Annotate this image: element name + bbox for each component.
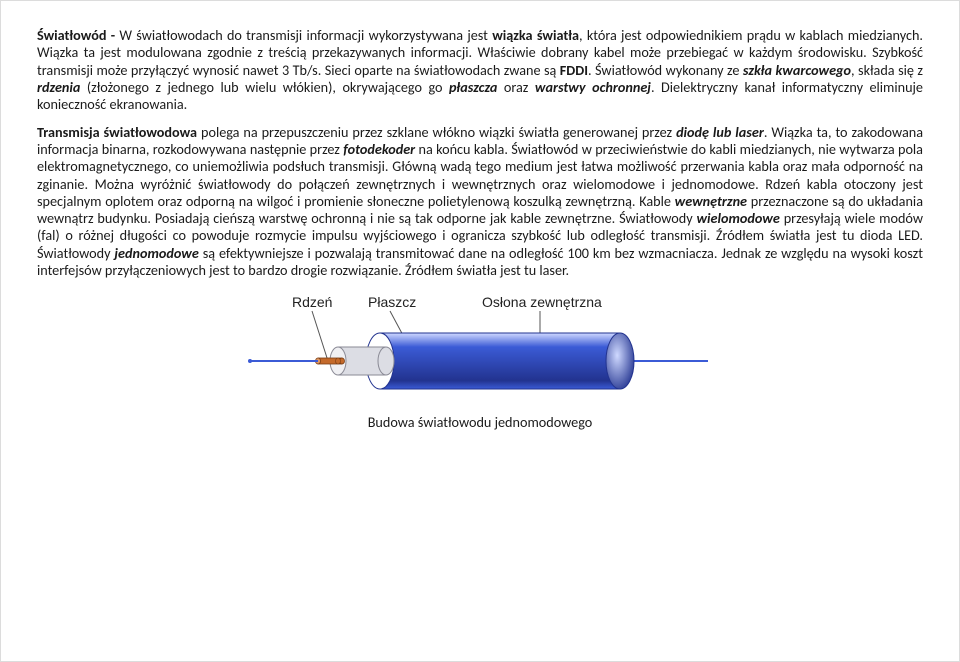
- fiber-diagram: Rdzeń Płaszcz Osłona zewnętrzna: [240, 289, 720, 409]
- jacket-body: [380, 333, 620, 389]
- figure-caption: Budowa światłowodu jednomodowego: [368, 413, 593, 431]
- label-cladding: Płaszcz: [368, 294, 416, 310]
- run: , składa się z: [851, 61, 923, 79]
- run: (złożonego z jednego lub wielu włókien),…: [80, 78, 449, 96]
- paragraph-1: Światłowód - W światłowodach do transmis…: [37, 27, 923, 114]
- core-in-cladding: [336, 358, 341, 364]
- label-jacket: Osłona zewnętrzna: [482, 294, 602, 310]
- paragraph-2: Transmisja światłowodowa polega na przep…: [37, 124, 923, 280]
- run: W światłowodach do transmisji informacji…: [119, 26, 492, 44]
- term-fddi: FDDI: [560, 61, 588, 79]
- term-rdzen: rdzenia: [37, 78, 80, 96]
- term-warstwa-ochronna: warstwy ochronnej: [535, 78, 651, 96]
- body-text: Światłowód - W światłowodach do transmis…: [37, 27, 923, 279]
- run: . Światłowód wykonany ze: [588, 61, 743, 79]
- cladding-cap-right: [378, 347, 394, 375]
- term-szklo-kwarcowe: szkła kwarcowego: [743, 61, 851, 79]
- term-fotodekoder: fotodekoder: [343, 140, 415, 158]
- fiber-tail-left-dot: [248, 359, 252, 363]
- leader-core: [312, 311, 328, 361]
- term-plaszcz: płaszcza: [449, 78, 504, 96]
- document-page: Światłowód - W światłowodach do transmis…: [0, 0, 960, 662]
- term-wiazka-swiatla: wiązka światła: [492, 26, 579, 44]
- figure-fiber: Rdzeń Płaszcz Osłona zewnętrzna: [37, 289, 923, 431]
- term-wewnetrzne: wewnętrzne: [675, 192, 747, 210]
- run: polega na przepuszczeniu przez szklane w…: [197, 123, 676, 141]
- term-jednomodowe: jednomodowe: [114, 244, 198, 262]
- term-wielomodowe: wielomodowe: [696, 209, 779, 227]
- label-core: Rdzeń: [292, 294, 332, 310]
- term-dioda-laser: diodę lub laser: [676, 123, 764, 141]
- term-swiatlowod: Światłowód -: [37, 26, 119, 44]
- term-transmisja: Transmisja światłowodowa: [37, 123, 197, 141]
- jacket-cap-right: [606, 333, 634, 389]
- run: oraz: [504, 78, 535, 96]
